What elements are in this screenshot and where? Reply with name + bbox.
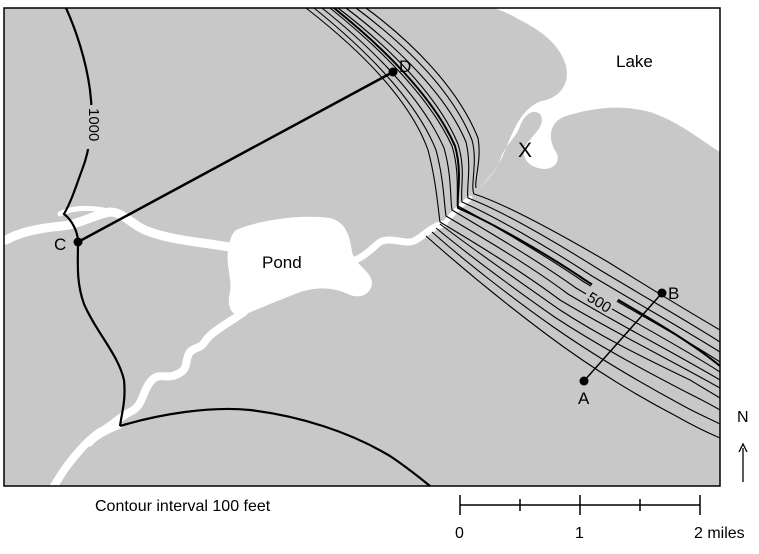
lake-label: Lake [616,52,653,71]
profile-line-cd [77,70,394,244]
contour-1000-lines [62,7,431,487]
point-a-label: A [578,389,590,408]
scale-tick-0: 0 [455,525,464,542]
pond [227,216,372,316]
point-x-label: X [518,139,532,162]
north-label: N [737,409,749,426]
north-arrow-icon [738,442,748,482]
lake [470,8,720,196]
point-b-dot [657,288,667,298]
scale-bar [459,495,701,515]
contour-lines [305,7,721,439]
point-c-dot [73,237,83,247]
point-d-dot [388,67,398,77]
scale-tick-1: 1 [575,525,584,542]
point-c-label: C [54,235,66,254]
scale-tick-2: 2 miles [694,525,745,542]
map-frame [3,7,721,487]
profile-line-ab [583,292,663,382]
point-a-dot [579,376,589,386]
point-b-label: B [668,284,679,303]
streams [1,195,473,490]
point-d-label: D [399,57,411,76]
contour-1000-label: 1000 [85,108,102,141]
pond-label: Pond [262,253,302,272]
contour-interval-caption: Contour interval 100 feet [95,498,271,515]
